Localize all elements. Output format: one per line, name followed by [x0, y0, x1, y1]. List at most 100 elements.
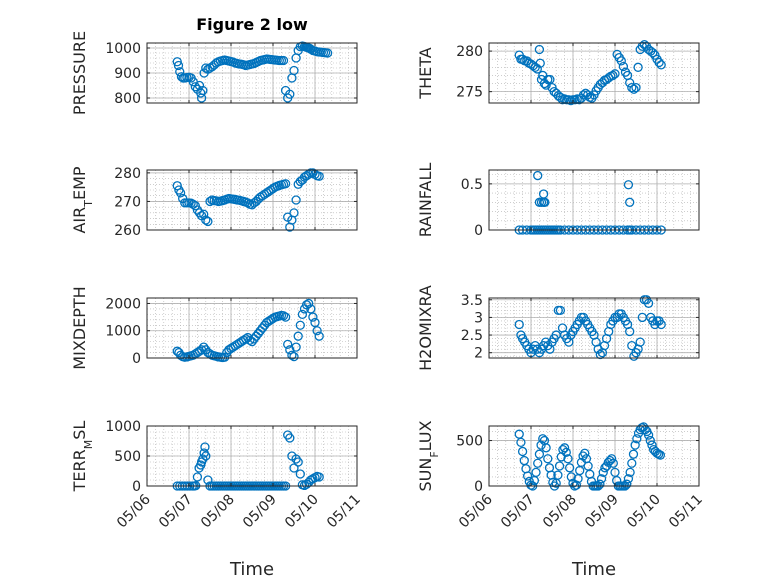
- data-point: [564, 463, 575, 473]
- data-point: [623, 180, 634, 190]
- y-tick-label: 800: [114, 91, 141, 107]
- data-point: [553, 470, 563, 480]
- data-point: [541, 443, 551, 453]
- data-point: [616, 56, 626, 66]
- data-point: [629, 84, 639, 94]
- subplot-air-temp: 260 270 280 AIRTEMP: [70, 166, 358, 239]
- data-point: [516, 437, 526, 448]
- x-tick-label: 05/09: [582, 492, 622, 532]
- data-point: [268, 313, 278, 324]
- data-point: [625, 197, 635, 207]
- data-point: [654, 57, 664, 68]
- data-point: [625, 78, 635, 88]
- y-axis-label: MIXDEPTH: [70, 286, 89, 369]
- data-point: [220, 352, 230, 362]
- data-point: [308, 312, 318, 322]
- data-point: [535, 58, 545, 68]
- y-axis-label: SUNFLUX: [416, 420, 441, 491]
- data-point: [538, 189, 549, 199]
- data-point: [196, 88, 206, 98]
- data-point: [559, 443, 570, 453]
- data-point: [314, 171, 324, 181]
- minor-grid: [488, 170, 700, 231]
- data-point: [532, 64, 542, 74]
- data-point: [173, 60, 184, 71]
- y-tick-label: 500: [456, 434, 483, 450]
- x-tick-label: 05/10: [282, 492, 322, 532]
- tick-marks: [146, 425, 358, 487]
- data-point: [310, 472, 320, 483]
- data-point: [645, 435, 655, 446]
- data-point: [533, 170, 543, 181]
- data-point: [608, 70, 618, 81]
- data-point: [322, 48, 333, 58]
- data-point: [622, 479, 632, 489]
- data-series: [514, 39, 666, 106]
- y-tick-label: 900: [114, 66, 141, 82]
- data-point: [643, 430, 654, 440]
- data-point: [555, 305, 566, 316]
- data-point: [190, 201, 200, 211]
- data-point: [278, 55, 289, 66]
- data-point: [175, 188, 186, 198]
- data-point: [534, 44, 545, 55]
- data-point: [627, 458, 637, 468]
- y-tick-label: 270: [114, 194, 141, 210]
- y-tick-label: 0: [474, 223, 483, 239]
- x-tick-label: 05/10: [624, 492, 664, 532]
- data-point: [533, 458, 543, 468]
- data-point: [287, 350, 297, 360]
- data-point: [312, 326, 322, 336]
- y-tick-label: 0: [132, 479, 141, 495]
- y-axis-label: PRESSURE: [70, 31, 89, 115]
- data-point: [306, 44, 316, 54]
- data-point: [314, 472, 324, 482]
- subplot-h2omixra: 2 2.5 33.5 H2OMIXRA: [416, 285, 700, 371]
- data-point: [280, 312, 291, 322]
- data-point: [571, 480, 582, 490]
- data-series: [172, 298, 324, 363]
- data-point: [543, 454, 553, 464]
- data-point: [304, 298, 314, 309]
- data-point: [283, 339, 293, 350]
- data-point: [628, 449, 639, 459]
- y-tick-label: 260: [114, 223, 141, 239]
- x-tick-label: 05/11: [666, 492, 706, 532]
- data-point: [656, 319, 666, 330]
- data-series: [514, 295, 666, 361]
- y-axis-label: RAINFALL: [416, 163, 435, 238]
- data-point: [203, 475, 213, 485]
- data-point: [289, 351, 299, 362]
- data-point: [201, 451, 211, 461]
- data-point: [538, 434, 548, 444]
- data-point: [280, 179, 291, 189]
- data-point: [289, 65, 299, 76]
- data-point: [630, 440, 640, 450]
- plot-area: [489, 43, 699, 103]
- subplot-rainfall: 0 0.5 RAINFALL: [416, 163, 700, 239]
- axes-box: [488, 42, 700, 104]
- data-point: [632, 434, 642, 444]
- data-point: [190, 82, 200, 92]
- tick-marks: [488, 43, 700, 103]
- data-point: [596, 474, 607, 484]
- data-point: [635, 337, 645, 347]
- plot-area: [489, 170, 699, 230]
- axes-box: [488, 169, 700, 231]
- data-series: [172, 41, 333, 103]
- data-point: [534, 449, 545, 459]
- data-point: [285, 89, 295, 99]
- data-point: [623, 474, 634, 484]
- axes-box: [146, 297, 358, 359]
- subplot-theta: 275 280 THETA: [416, 39, 700, 106]
- x-tick-label: 05/07: [156, 492, 196, 532]
- data-point: [580, 448, 590, 458]
- data-point: [563, 454, 573, 464]
- data-point: [554, 461, 565, 471]
- tick-marks: [146, 298, 358, 359]
- data-point: [517, 54, 528, 64]
- data-point: [289, 463, 299, 473]
- data-point: [289, 208, 299, 218]
- data-point: [291, 195, 301, 205]
- x-axis-label-left: Time: [229, 559, 274, 580]
